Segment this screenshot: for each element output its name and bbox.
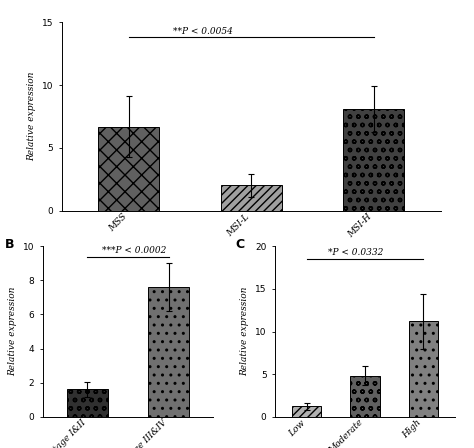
Y-axis label: Relative expression: Relative expression xyxy=(240,287,249,376)
Bar xyxy=(148,287,189,417)
Bar xyxy=(409,321,438,417)
Text: ***P < 0.0002: ***P < 0.0002 xyxy=(102,246,166,255)
Bar xyxy=(350,376,380,417)
Bar xyxy=(98,126,159,211)
Text: *P < 0.0332: *P < 0.0332 xyxy=(328,249,383,258)
Bar xyxy=(220,185,282,211)
Bar xyxy=(292,406,321,417)
Bar xyxy=(343,109,404,211)
Y-axis label: Relative expression: Relative expression xyxy=(27,72,36,161)
Y-axis label: Relative expression: Relative expression xyxy=(8,287,17,376)
Text: B: B xyxy=(5,238,15,251)
Text: **P < 0.0054: **P < 0.0054 xyxy=(173,26,233,35)
Text: C: C xyxy=(235,238,245,251)
Bar xyxy=(67,389,108,417)
